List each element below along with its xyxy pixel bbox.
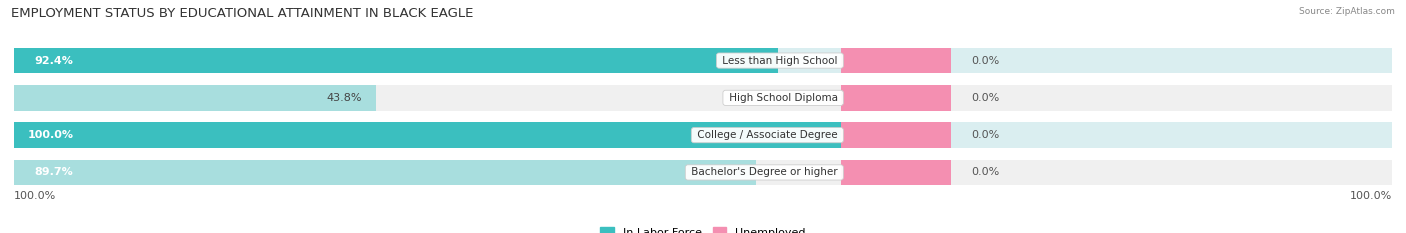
Bar	[14, 48, 778, 73]
Text: 0.0%: 0.0%	[972, 130, 1000, 140]
Bar	[14, 85, 1392, 110]
Text: 92.4%: 92.4%	[35, 56, 73, 65]
Bar	[14, 123, 1392, 148]
Text: 43.8%: 43.8%	[326, 93, 363, 103]
Text: 100.0%: 100.0%	[28, 130, 75, 140]
Text: EMPLOYMENT STATUS BY EDUCATIONAL ATTAINMENT IN BLACK EAGLE: EMPLOYMENT STATUS BY EDUCATIONAL ATTAINM…	[11, 7, 474, 20]
Bar	[14, 48, 1392, 73]
Bar	[841, 160, 950, 185]
Text: 0.0%: 0.0%	[972, 56, 1000, 65]
Text: College / Associate Degree: College / Associate Degree	[695, 130, 841, 140]
Legend: In Labor Force, Unemployed: In Labor Force, Unemployed	[596, 223, 810, 233]
Text: Source: ZipAtlas.com: Source: ZipAtlas.com	[1299, 7, 1395, 16]
Bar	[14, 85, 377, 110]
Text: Bachelor's Degree or higher: Bachelor's Degree or higher	[688, 168, 841, 177]
Bar	[841, 123, 950, 148]
Bar	[14, 160, 1392, 185]
Text: Less than High School: Less than High School	[718, 56, 841, 65]
Text: 0.0%: 0.0%	[972, 93, 1000, 103]
Text: 100.0%: 100.0%	[14, 191, 56, 201]
Text: High School Diploma: High School Diploma	[725, 93, 841, 103]
Text: 89.7%: 89.7%	[35, 168, 73, 177]
Bar	[14, 160, 755, 185]
Text: 0.0%: 0.0%	[972, 168, 1000, 177]
Bar	[841, 48, 950, 73]
Text: 100.0%: 100.0%	[1350, 191, 1392, 201]
Bar	[841, 85, 950, 110]
Bar	[14, 123, 841, 148]
